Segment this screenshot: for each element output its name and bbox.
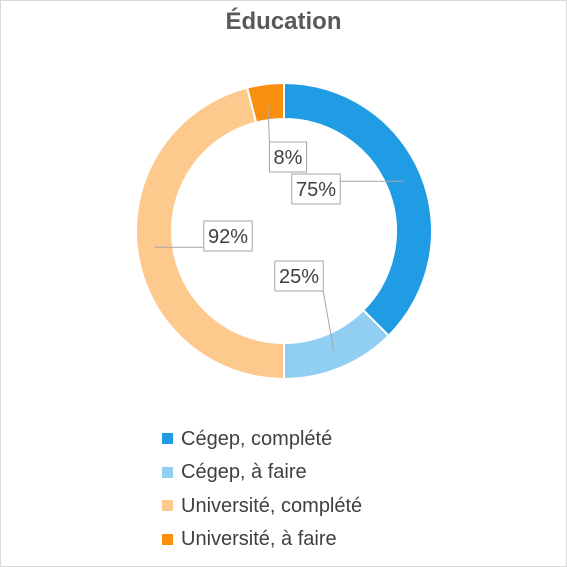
- data-label-text: 25%: [279, 266, 319, 288]
- leader-line: [322, 290, 335, 352]
- data-label-box: [274, 260, 324, 292]
- leader-lines: [155, 102, 405, 352]
- legend-item-cegep-complete[interactable]: Cégep, complété: [162, 422, 362, 456]
- chart-title: Éducation: [225, 8, 342, 35]
- data-label-box: [203, 220, 253, 252]
- legend-item-univ-todo[interactable]: Université, à faire: [162, 523, 362, 557]
- donut-slice-univ-todo[interactable]: [245, 81, 285, 124]
- leader-line: [267, 102, 270, 143]
- donut-slices: [135, 81, 433, 381]
- donut-slice-cegep-todo[interactable]: [283, 308, 391, 381]
- legend-item-cegep-todo[interactable]: Cégep, à faire: [162, 456, 362, 490]
- legend-swatch-univ-complete: [162, 500, 173, 512]
- legend-swatch-univ-todo: [162, 533, 173, 545]
- data-label-text: 92%: [208, 226, 248, 248]
- legend-label: Cégep, complété: [181, 427, 333, 450]
- legend: Cégep, complété Cégep, à faire Universit…: [162, 422, 362, 556]
- data-label-text: 8%: [274, 147, 303, 169]
- data-label-box: [291, 173, 341, 205]
- data-label-text: 75%: [296, 179, 336, 201]
- legend-label: Cégep, à faire: [181, 461, 307, 484]
- legend-swatch-cegep-todo: [162, 466, 173, 478]
- data-labels: 75% 25% 92% 8%: [203, 141, 341, 292]
- donut-slice-univ-complete[interactable]: [135, 86, 285, 381]
- data-label-box: [269, 141, 307, 173]
- legend-item-univ-complete[interactable]: Université, complété: [162, 489, 362, 523]
- legend-label: Université, complété: [181, 494, 363, 517]
- donut-slice-cegep-complete[interactable]: [283, 81, 433, 338]
- legend-label: Université, à faire: [181, 528, 337, 551]
- legend-swatch-cegep-complete: [162, 433, 173, 445]
